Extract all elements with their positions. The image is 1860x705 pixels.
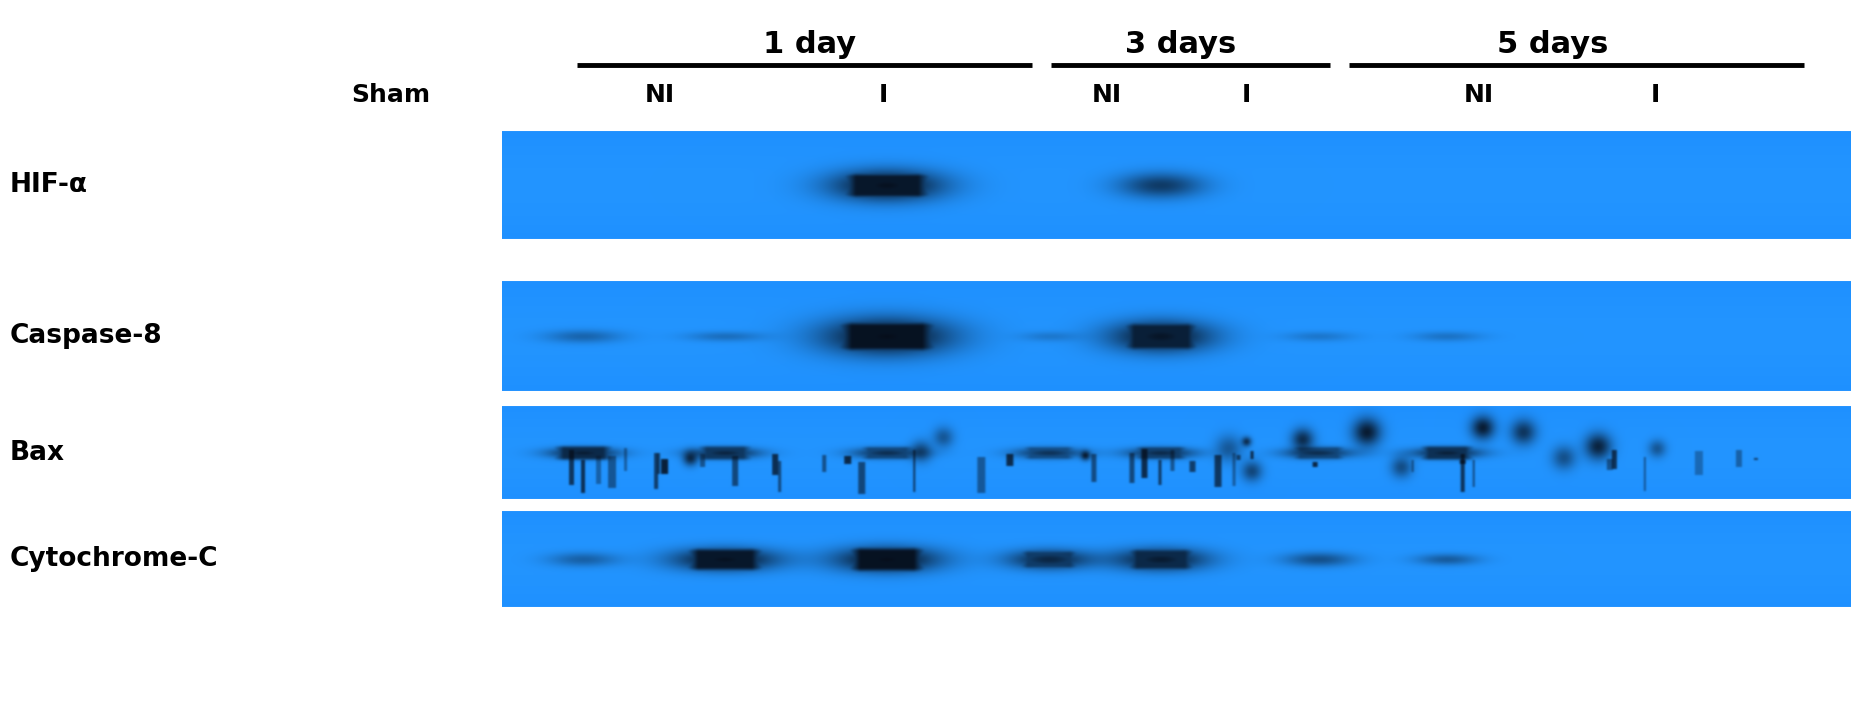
Text: Sham: Sham: [352, 83, 430, 107]
Text: 1 day: 1 day: [763, 30, 856, 59]
Text: Caspase-8: Caspase-8: [9, 323, 162, 349]
Text: HIF-α: HIF-α: [9, 172, 87, 198]
Text: I: I: [1652, 83, 1659, 107]
Text: I: I: [880, 83, 887, 107]
Bar: [502, 392, 1851, 405]
Bar: [502, 500, 1851, 510]
Text: Cytochrome-C: Cytochrome-C: [9, 546, 218, 572]
Text: I: I: [1242, 83, 1250, 107]
Text: Bax: Bax: [9, 439, 65, 465]
Text: NI: NI: [1092, 83, 1122, 107]
Text: 5 days: 5 days: [1497, 30, 1609, 59]
Bar: [502, 240, 1851, 280]
Text: 3 days: 3 days: [1125, 30, 1237, 59]
Text: NI: NI: [1464, 83, 1494, 107]
Text: NI: NI: [645, 83, 675, 107]
